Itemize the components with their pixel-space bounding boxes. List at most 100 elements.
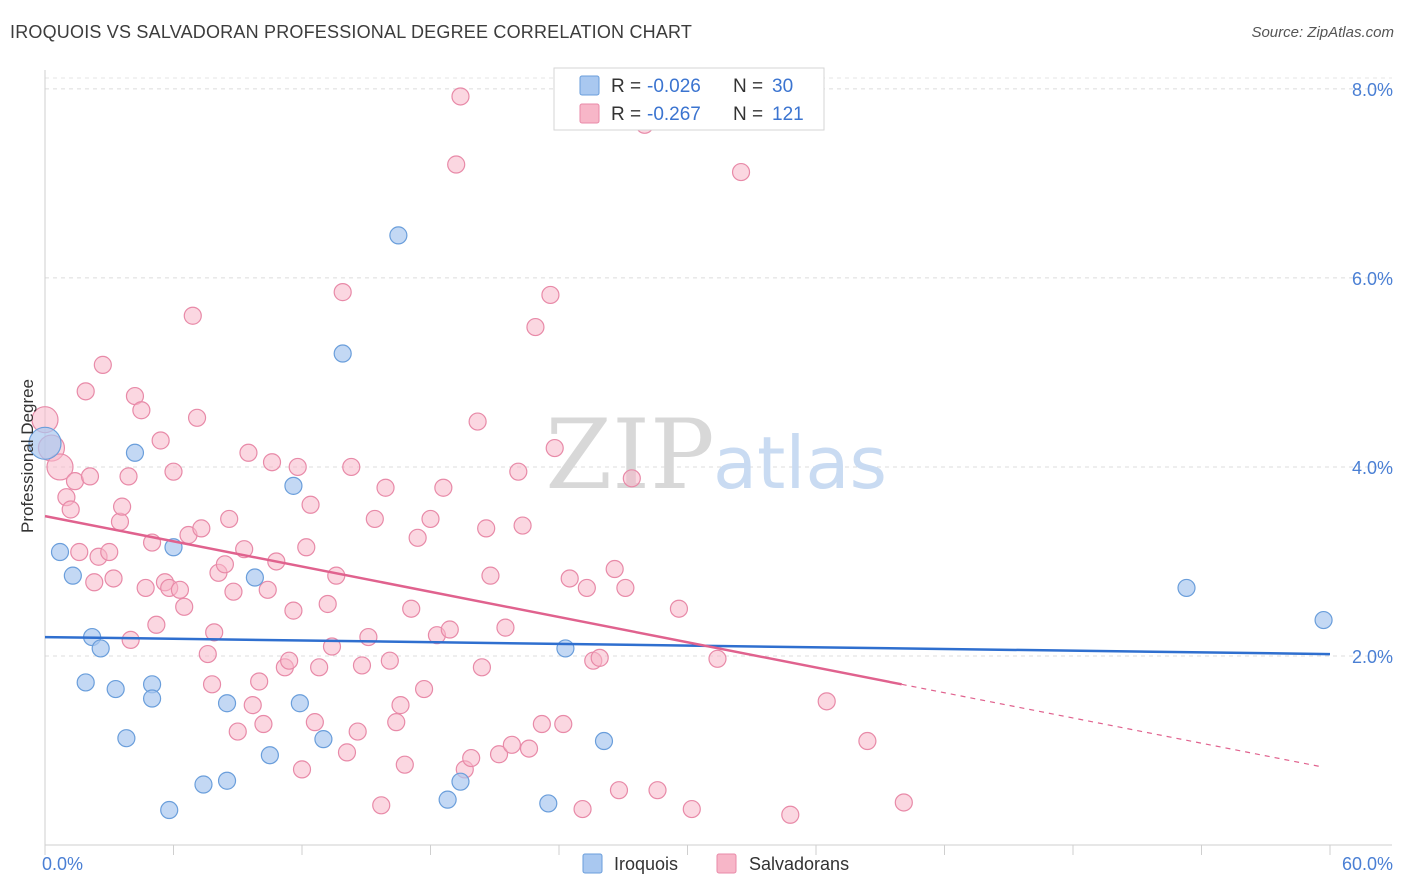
- salvadoran-point: [262, 453, 282, 472]
- trend-lines: [44, 514, 1331, 767]
- salvadoran-point: [526, 317, 545, 337]
- salvadoran-point: [359, 627, 378, 647]
- iroquois-swatch: [579, 75, 600, 96]
- bottom-legend-iroquois-label: Iroquois: [614, 854, 678, 874]
- salvadoran-point: [337, 743, 357, 762]
- iroquois-point: [1314, 610, 1333, 630]
- y-tick-label: 6.0%: [1352, 269, 1393, 289]
- iroquois-point: [106, 679, 125, 699]
- salvadoran-point: [395, 755, 414, 774]
- salvadoran-point: [541, 285, 560, 305]
- source-credit: Source: ZipAtlas.com: [1251, 24, 1394, 41]
- iroquois-point: [28, 426, 62, 460]
- salvadoran-point: [215, 555, 234, 574]
- salvadoran-point: [202, 675, 222, 694]
- r-value-salvadoran: -0.267: [647, 104, 701, 125]
- iroquois-point: [438, 790, 457, 809]
- iroquois-point: [245, 568, 264, 587]
- salvadoran-point: [301, 495, 320, 514]
- watermark: ZIP atlas: [545, 399, 887, 511]
- y-tick-label: 4.0%: [1352, 458, 1393, 478]
- salvadoran-trend-line: [44, 514, 902, 686]
- r-value-iroquois: -0.026: [647, 76, 701, 97]
- salvadoran-point: [817, 692, 836, 711]
- salvadoran-point: [365, 509, 384, 529]
- salvadoran-point: [447, 155, 466, 174]
- salvadoran-point: [305, 713, 324, 732]
- salvadoran-point: [376, 478, 395, 497]
- salvadoran-point: [310, 658, 329, 677]
- salvadoran-point: [481, 566, 500, 585]
- salvadoran-point: [318, 594, 337, 614]
- salvadoran-point: [577, 578, 596, 598]
- iroquois-point: [217, 694, 237, 713]
- salvadoran-point: [220, 509, 239, 529]
- iroquois-point: [290, 694, 309, 713]
- salvadoran-point: [292, 760, 312, 779]
- salvadoran-point: [121, 630, 140, 650]
- salvadoran-point: [605, 559, 624, 579]
- iroquois-point: [217, 771, 237, 790]
- salvadoran-point: [183, 306, 202, 325]
- salvadoran-point: [228, 722, 247, 741]
- bottom-legend-salvadorans-label: Salvadorans: [749, 854, 849, 874]
- salvadoran-point: [669, 599, 689, 618]
- iroquois-point: [117, 729, 136, 748]
- salvadoran-point: [648, 781, 667, 800]
- r-label-salvadoran: R =: [611, 104, 641, 125]
- salvadoran-point: [132, 401, 151, 420]
- salvadoran-point: [560, 569, 579, 588]
- chart-title: IROQUOIS VS SALVADORAN PROFESSIONAL DEGR…: [10, 22, 693, 42]
- salvadoran-point: [322, 637, 342, 656]
- y-tick-label: 2.0%: [1352, 647, 1393, 667]
- salvadoran-point: [224, 582, 243, 601]
- salvadoran-point: [205, 623, 224, 642]
- watermark-zip: ZIP: [545, 399, 714, 511]
- iroquois-point: [91, 639, 110, 658]
- salvadoran-point: [239, 443, 258, 462]
- salvadoran-point: [250, 672, 269, 691]
- y-tick-label: 8.0%: [1352, 80, 1393, 100]
- salvadoran-point: [104, 569, 123, 588]
- salvadoran-point: [119, 467, 138, 486]
- salvadoran-point: [590, 648, 609, 667]
- salvadoran-point: [545, 438, 564, 458]
- salvadoran-point: [147, 615, 166, 634]
- salvadoran-point: [472, 658, 491, 677]
- salvadoran-point: [414, 679, 434, 699]
- r-label-iroquois: R =: [611, 76, 641, 97]
- salvadoran-point: [151, 431, 170, 450]
- y-axis-label: Professional Degree: [18, 379, 37, 533]
- salvadoran-point: [682, 799, 701, 819]
- salvadoran-point: [402, 599, 421, 618]
- salvadoran-point: [280, 651, 299, 670]
- stats-legend: R = -0.026 N = 30 R = -0.267 N = 121: [553, 67, 825, 131]
- salvadoran-point: [136, 578, 155, 598]
- salvadoran-point: [489, 745, 509, 764]
- salvadoran-point: [297, 538, 316, 557]
- salvadoran-point: [616, 578, 635, 598]
- salvadoran-point: [170, 580, 190, 599]
- salvadoran-point: [80, 467, 100, 486]
- iroquois-point: [451, 772, 470, 791]
- salvadoran-point: [93, 355, 112, 374]
- iroquois-point: [314, 730, 333, 749]
- salvadoran-point: [509, 462, 528, 481]
- salvadoran-point: [380, 651, 399, 670]
- iroquois-point: [63, 566, 82, 585]
- grid-lines: [45, 77, 1392, 657]
- bottom-legend-iroquois-swatch: [582, 853, 603, 874]
- n-label-salvadoran: N =: [733, 104, 763, 125]
- iroquois-point: [539, 794, 558, 813]
- salvadoran-point: [451, 87, 470, 106]
- iroquois-point: [142, 689, 162, 708]
- salvadoran-point: [622, 469, 641, 488]
- salvadoran-point: [502, 735, 521, 754]
- iroquois-point: [594, 731, 614, 751]
- salvadoran-point: [61, 500, 80, 519]
- iroquois-points: [28, 226, 1333, 820]
- salvadoran-point: [70, 542, 89, 562]
- salvadoran-point: [243, 696, 262, 715]
- salvadoran-point: [513, 516, 532, 535]
